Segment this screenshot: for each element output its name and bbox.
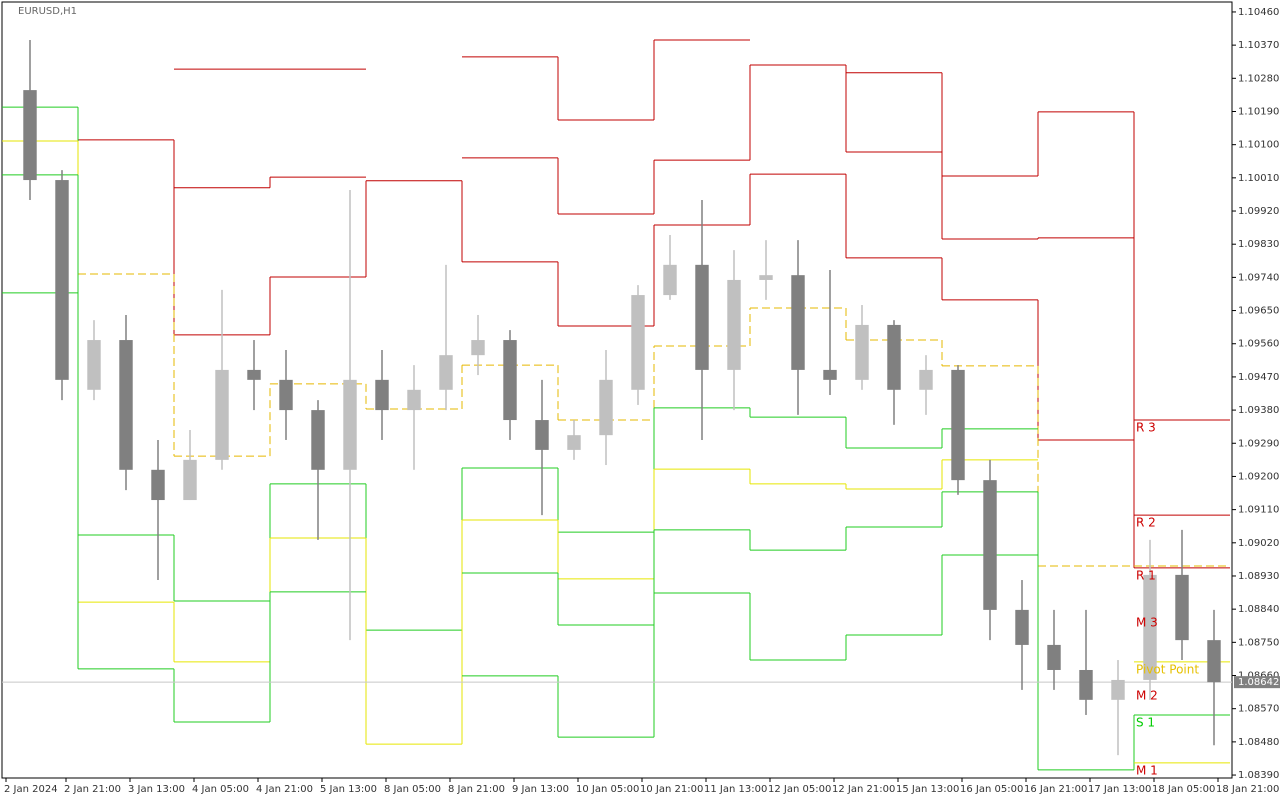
plot-frame	[1, 1, 1233, 779]
x-tick-label: 8 Jan 05:00	[384, 784, 441, 795]
x-tick-label: 16 Jan 21:00	[1024, 784, 1087, 795]
y-tick-label: 1.10100	[1238, 140, 1279, 151]
candle-body	[1079, 669, 1093, 700]
candle-body	[919, 369, 933, 390]
price-tag-label: 1.08642	[1238, 677, 1279, 688]
x-tick-label: 9 Jan 13:00	[512, 784, 569, 795]
candle-body	[535, 420, 549, 450]
y-tick-label: 1.09380	[1238, 405, 1279, 416]
y-tick-label: 1.09740	[1238, 272, 1279, 283]
candle-body	[695, 264, 709, 370]
y-tick-label: 1.08840	[1238, 604, 1279, 615]
y-tick-label: 1.08480	[1238, 737, 1279, 748]
level-label: M 1	[1136, 763, 1158, 777]
candle-body	[759, 275, 773, 280]
y-tick-label: 1.10280	[1238, 73, 1279, 84]
candle-body	[311, 410, 325, 470]
level-label: M 2	[1136, 689, 1158, 703]
y-tick-label: 1.09650	[1238, 306, 1279, 317]
y-tick-label: 1.10460	[1238, 7, 1279, 18]
x-tick-label: 12 Jan 05:00	[768, 784, 831, 795]
x-tick-label: 15 Jan 13:00	[896, 784, 959, 795]
x-tick-label: 4 Jan 21:00	[256, 784, 313, 795]
x-tick-label: 16 Jan 05:00	[960, 784, 1023, 795]
y-tick-label: 1.10370	[1238, 40, 1279, 51]
candle-body	[1143, 574, 1157, 680]
y-tick-label: 1.10190	[1238, 106, 1279, 117]
y-tick-label: 1.08570	[1238, 704, 1279, 715]
candle-body	[727, 279, 741, 370]
y-tick-label: 1.09290	[1238, 438, 1279, 449]
candle-body	[1111, 679, 1125, 700]
candle-body	[215, 369, 229, 460]
level-label: Pivot Point	[1136, 662, 1199, 676]
y-tick-label: 1.09020	[1238, 538, 1279, 549]
candle-body	[887, 324, 901, 390]
candle-body	[279, 379, 293, 411]
candle-body	[983, 480, 997, 610]
y-tick-label: 1.08390	[1238, 770, 1279, 781]
x-tick-label: 10 Jan 05:00	[576, 784, 639, 795]
x-tick-label: 18 Jan 21:00	[1216, 784, 1279, 795]
candle-body	[791, 275, 805, 370]
y-tick-label: 1.09110	[1238, 505, 1279, 516]
candle-body	[567, 435, 581, 450]
candle-body	[55, 180, 69, 380]
candle-body	[439, 355, 453, 390]
x-tick-label: 3 Jan 13:00	[128, 784, 185, 795]
y-tick-label: 1.08660	[1238, 671, 1279, 682]
x-tick-label: 5 Jan 13:00	[320, 784, 377, 795]
level-label: S 1	[1136, 715, 1155, 729]
candle-body	[1015, 609, 1029, 645]
candle-body	[407, 389, 421, 411]
x-tick-label: 10 Jan 21:00	[640, 784, 703, 795]
candle-body	[1175, 574, 1189, 641]
x-tick-label: 18 Jan 05:00	[1152, 784, 1215, 795]
candle-body	[119, 340, 133, 470]
candle-body	[151, 469, 165, 501]
candle-body	[631, 295, 645, 390]
candle-body	[1047, 644, 1061, 670]
candle-body	[823, 369, 837, 380]
price-tag	[1234, 676, 1280, 689]
candle-body	[855, 324, 869, 380]
y-tick-label: 1.09560	[1238, 339, 1279, 350]
y-tick-label: 1.09830	[1238, 239, 1279, 250]
level-label: R 2	[1136, 516, 1156, 530]
candle-body	[343, 379, 357, 470]
candle-body	[247, 369, 261, 380]
x-tick-label: 11 Jan 13:00	[704, 784, 767, 795]
candle-body	[663, 264, 677, 296]
candle-body	[375, 379, 389, 411]
y-tick-label: 1.08930	[1238, 571, 1279, 582]
chart-title: EURUSD,H1	[18, 6, 77, 17]
level-label: M 3	[1136, 616, 1158, 630]
x-tick-label: 17 Jan 13:00	[1088, 784, 1151, 795]
candle-body	[183, 459, 197, 501]
x-tick-label: 8 Jan 21:00	[448, 784, 505, 795]
y-tick-label: 1.09920	[1238, 206, 1279, 217]
candle-body	[503, 340, 517, 421]
y-tick-label: 1.09470	[1238, 372, 1279, 383]
candle-body	[1207, 640, 1221, 683]
candle-body	[471, 340, 485, 356]
level-label: R 3	[1136, 421, 1156, 435]
candle-body	[87, 340, 101, 390]
x-tick-label: 2 Jan 2024	[4, 784, 58, 795]
candle-body	[23, 90, 37, 181]
candle-body	[951, 369, 965, 481]
x-tick-label: 2 Jan 21:00	[64, 784, 121, 795]
x-tick-label: 12 Jan 21:00	[832, 784, 895, 795]
candle-body	[599, 379, 613, 436]
y-tick-label: 1.10010	[1238, 173, 1279, 184]
x-tick-label: 4 Jan 05:00	[192, 784, 249, 795]
level-label: R 1	[1136, 568, 1156, 582]
y-tick-label: 1.09200	[1238, 471, 1279, 482]
y-tick-label: 1.08750	[1238, 637, 1279, 648]
